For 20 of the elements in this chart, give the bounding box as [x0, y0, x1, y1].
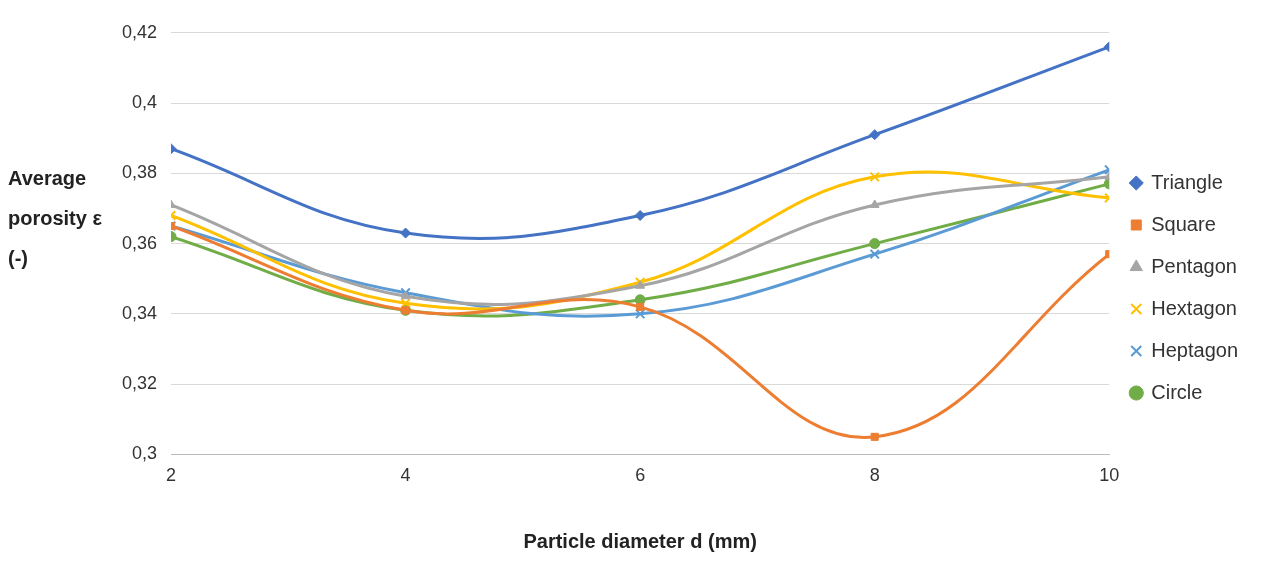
y-tick-label: 0,4: [132, 92, 158, 113]
legend-label: Pentagon: [1151, 254, 1237, 277]
x-tick-label: 2: [166, 465, 177, 486]
legend-label: Square: [1151, 212, 1216, 235]
legend-label: Heptagon: [1151, 338, 1239, 361]
legend-label: Triangle: [1151, 170, 1223, 193]
y-tick-label: 0,3: [132, 443, 158, 464]
x-tick-label: 10: [1099, 465, 1120, 486]
x-axis-title: Particle diameter d (mm): [523, 529, 757, 552]
y-tick-label: 0,32: [121, 373, 158, 394]
y-axis-title: Average porosity ε (-): [8, 166, 103, 271]
x-tick-label: 6: [635, 465, 646, 486]
y-tick-label: 0,38: [121, 162, 158, 183]
x-tick-label: 8: [869, 465, 880, 486]
x-tick-label: 4: [400, 465, 411, 486]
y-tick-label: 0,36: [121, 232, 158, 253]
legend-label: Hextagon: [1151, 296, 1237, 319]
y-tick-label: 0,34: [121, 302, 158, 323]
y-tick-label: 0,42: [121, 21, 158, 42]
legend-label: Circle: [1151, 380, 1203, 403]
